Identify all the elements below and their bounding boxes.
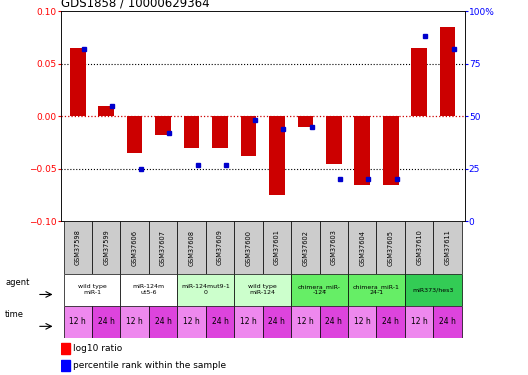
Bar xyxy=(177,221,206,274)
Bar xyxy=(92,221,120,274)
Text: 12 h: 12 h xyxy=(297,317,314,326)
Bar xyxy=(212,116,228,148)
Text: wild type
miR-1: wild type miR-1 xyxy=(78,284,106,295)
Bar xyxy=(291,274,348,306)
Text: miR-124m
ut5-6: miR-124m ut5-6 xyxy=(133,284,165,295)
Text: wild type
miR-124: wild type miR-124 xyxy=(248,284,277,295)
Bar xyxy=(348,221,376,274)
Bar xyxy=(206,221,234,274)
Bar xyxy=(348,306,376,338)
Text: chimera_miR-
-124: chimera_miR- -124 xyxy=(298,284,341,296)
Text: 24 h: 24 h xyxy=(439,317,456,326)
Bar xyxy=(98,106,114,116)
Text: GSM37605: GSM37605 xyxy=(388,230,394,266)
Text: 24 h: 24 h xyxy=(268,317,285,326)
Text: GSM37606: GSM37606 xyxy=(131,230,138,266)
Bar xyxy=(297,116,313,127)
Text: 24 h: 24 h xyxy=(212,317,229,326)
Text: 24 h: 24 h xyxy=(98,317,115,326)
Text: 12 h: 12 h xyxy=(126,317,143,326)
Bar xyxy=(262,306,291,338)
Text: 12 h: 12 h xyxy=(69,317,86,326)
Bar xyxy=(354,116,370,184)
Text: GSM37609: GSM37609 xyxy=(217,230,223,266)
Text: GSM37611: GSM37611 xyxy=(445,230,450,266)
Text: 24 h: 24 h xyxy=(155,317,172,326)
Text: agent: agent xyxy=(5,278,30,287)
Text: 12 h: 12 h xyxy=(354,317,371,326)
Bar xyxy=(269,116,285,195)
Bar xyxy=(376,221,405,274)
Bar xyxy=(383,116,399,184)
Text: 12 h: 12 h xyxy=(411,317,428,326)
Text: GSM37608: GSM37608 xyxy=(188,230,194,266)
Text: 24 h: 24 h xyxy=(325,317,342,326)
Bar xyxy=(63,306,92,338)
Text: miR-124mut9-1
0: miR-124mut9-1 0 xyxy=(182,284,230,295)
Bar xyxy=(234,306,263,338)
Bar xyxy=(291,221,319,274)
Bar xyxy=(433,306,462,338)
Bar xyxy=(120,306,149,338)
Bar xyxy=(405,221,433,274)
Bar xyxy=(405,306,433,338)
Text: log10 ratio: log10 ratio xyxy=(73,344,122,353)
Text: percentile rank within the sample: percentile rank within the sample xyxy=(73,361,226,370)
Bar xyxy=(234,274,291,306)
Bar xyxy=(127,116,143,153)
Text: GSM37603: GSM37603 xyxy=(331,230,337,266)
Bar xyxy=(63,274,120,306)
Bar xyxy=(63,221,92,274)
Bar xyxy=(177,306,206,338)
Bar xyxy=(61,343,70,354)
Bar xyxy=(149,306,177,338)
Bar xyxy=(319,306,348,338)
Text: 24 h: 24 h xyxy=(382,317,399,326)
Text: GSM37601: GSM37601 xyxy=(274,230,280,266)
Bar xyxy=(184,116,200,148)
Text: GSM37600: GSM37600 xyxy=(246,230,251,266)
Text: GSM37599: GSM37599 xyxy=(103,230,109,266)
Text: GSM37602: GSM37602 xyxy=(303,230,308,266)
Bar xyxy=(149,221,177,274)
Text: GSM37604: GSM37604 xyxy=(359,230,365,266)
Text: 12 h: 12 h xyxy=(183,317,200,326)
Text: 12 h: 12 h xyxy=(240,317,257,326)
Text: time: time xyxy=(5,310,24,319)
Bar xyxy=(155,116,171,135)
Bar xyxy=(177,274,234,306)
Bar xyxy=(440,27,455,116)
Bar xyxy=(326,116,342,164)
Bar xyxy=(262,221,291,274)
Text: GDS1858 / 10000629364: GDS1858 / 10000629364 xyxy=(61,0,209,9)
Bar xyxy=(61,360,70,371)
Bar xyxy=(411,48,427,116)
Bar xyxy=(70,48,86,116)
Text: chimera_miR-1
24-1: chimera_miR-1 24-1 xyxy=(353,284,400,296)
Bar xyxy=(206,306,234,338)
Bar xyxy=(234,221,263,274)
Bar xyxy=(291,306,319,338)
Text: miR373/hes3: miR373/hes3 xyxy=(413,287,454,292)
Bar xyxy=(376,306,405,338)
Bar xyxy=(92,306,120,338)
Bar xyxy=(120,221,149,274)
Text: GSM37598: GSM37598 xyxy=(75,230,81,266)
Bar xyxy=(433,221,462,274)
Bar xyxy=(241,116,256,156)
Bar xyxy=(348,274,405,306)
Text: GSM37610: GSM37610 xyxy=(416,230,422,266)
Bar xyxy=(405,274,462,306)
Bar xyxy=(319,221,348,274)
Text: GSM37607: GSM37607 xyxy=(160,230,166,266)
Bar xyxy=(120,274,177,306)
